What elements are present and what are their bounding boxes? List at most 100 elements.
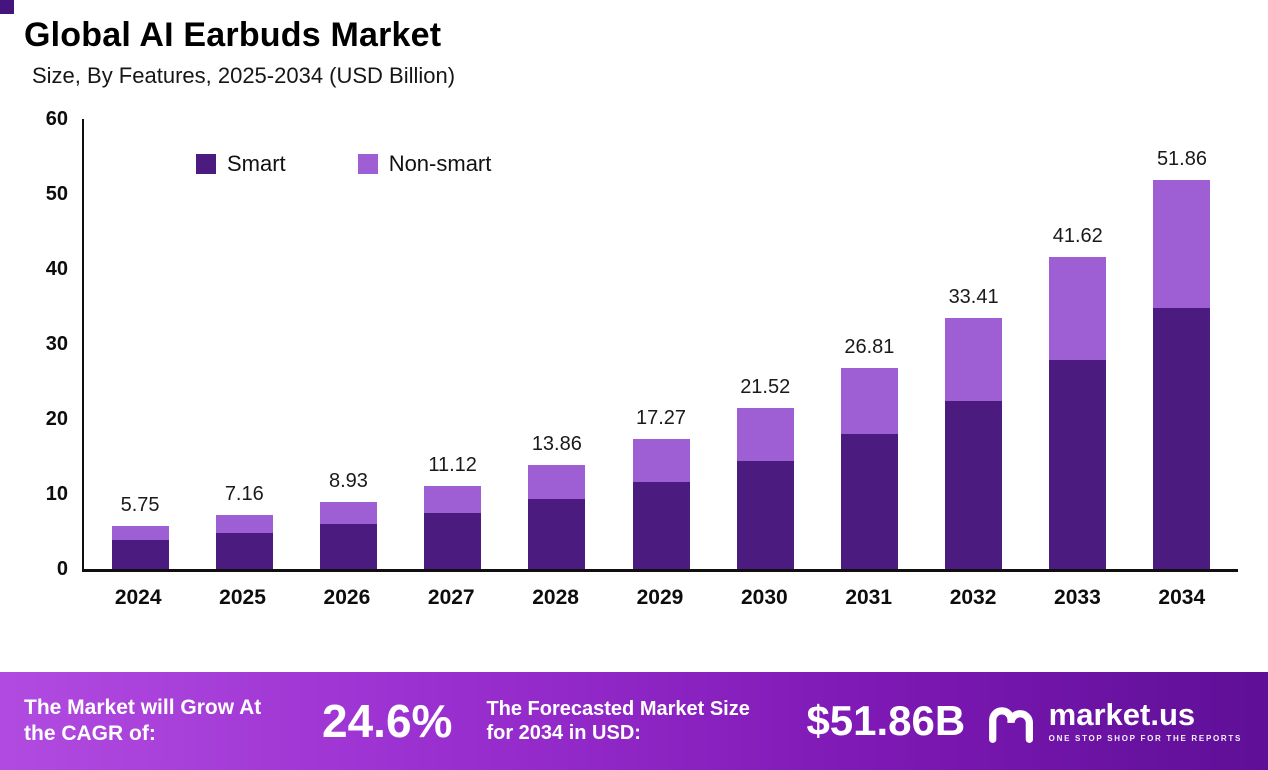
market-us-logo-icon (988, 707, 1033, 743)
bar-segment-nonsmart (424, 485, 482, 514)
legend-item-smart: Smart (196, 151, 286, 177)
y-tick: 10 (45, 483, 68, 505)
bar-segment-smart (840, 434, 898, 569)
bar-segment-smart (945, 401, 1003, 569)
bar-group: 51.86 (1130, 148, 1234, 569)
cagr-label: The Market will Grow At the CAGR of: (24, 696, 262, 745)
bar-segment-nonsmart (840, 367, 898, 435)
bar-stack (840, 367, 898, 569)
legend-label-smart: Smart (227, 151, 286, 176)
bar-stack (215, 515, 273, 569)
bar-total-label: 21.52 (740, 375, 791, 398)
bar-group: 17.27 (609, 407, 713, 569)
bar-segment-nonsmart (632, 439, 690, 483)
x-axis-label: 2030 (740, 586, 788, 609)
bar-stack (528, 465, 586, 569)
y-tick: 40 (45, 258, 68, 280)
chart-area: 0 10 20 30 40 50 60 Smart Non-smart 5.75 7.16 8.… (10, 108, 1238, 580)
bar-segment-smart (1049, 359, 1107, 569)
bar-group: 33.41 (922, 286, 1026, 569)
corner-accent (0, 0, 14, 14)
bar-total-label: 7.16 (224, 483, 264, 506)
x-axis-label: 2027 (427, 586, 475, 609)
bar-segment-nonsmart (1049, 256, 1107, 360)
plot-bars: 5.75 7.16 8.93 11.12 13.86 17.27 21.52 26.81 33.… (84, 119, 1238, 569)
bar-total-label: 13.86 (531, 433, 582, 456)
bar-segment-nonsmart (111, 525, 169, 541)
brand-logo: market.us ONE STOP SHOP FOR THE REPORTS (985, 694, 1242, 748)
y-tick: 0 (56, 558, 68, 580)
bar-total-label: 11.12 (428, 453, 477, 476)
plot: Smart Non-smart 5.75 7.16 8.93 11.12 13.86 17… (82, 119, 1238, 572)
chart-subtitle: Size, By Features, 2025-2034 (USD Billio… (32, 63, 456, 88)
bar-total-label: 26.81 (844, 335, 895, 358)
bar-total-label: 51.86 (1156, 148, 1207, 171)
bar-segment-smart (111, 540, 169, 569)
bar-segment-smart (215, 533, 273, 569)
legend-swatch-smart (196, 154, 216, 174)
x-axis-label: 2026 (323, 586, 371, 609)
y-tick: 30 (45, 333, 68, 355)
x-axis: 2024 2025 2026 2027 2028 2029 2030 2031 2032 2033… (10, 572, 1238, 610)
bar-segment-smart (528, 499, 586, 569)
y-tick: 50 (45, 183, 68, 205)
brand-tagline: ONE STOP SHOP FOR THE REPORTS (1048, 734, 1242, 743)
bar-segment-nonsmart (945, 318, 1003, 402)
bar-segment-nonsmart (528, 465, 586, 500)
brand-text: market.us ONE STOP SHOP FOR THE REPORTS (1049, 699, 1242, 743)
legend-label-nonsmart: Non-smart (388, 151, 492, 176)
bar-stack (632, 439, 690, 569)
bar-group: 5.75 (88, 494, 192, 569)
x-axis-labels: 2024 2025 2026 2027 2028 2029 2030 2031 2032 2033… (82, 572, 1238, 610)
page-title: Global AI Earbuds Market (24, 16, 442, 54)
bar-total-label: 17.27 (636, 407, 687, 430)
bar-group: 26.81 (817, 336, 921, 569)
bar-total-label: 33.41 (948, 286, 999, 309)
x-axis-label: 2031 (845, 586, 893, 609)
bar-stack (736, 407, 794, 569)
bar-segment-smart (632, 482, 690, 569)
bar-stack (1153, 180, 1211, 569)
cagr-value: 24.6% (322, 695, 453, 747)
y-axis: 0 10 20 30 40 50 60 (10, 108, 82, 580)
bar-total-label: 41.62 (1052, 224, 1103, 247)
bar-segment-nonsmart (736, 407, 794, 461)
x-axis-label: 2024 (114, 586, 162, 609)
legend: Smart Non-smart (196, 151, 491, 177)
y-tick: 20 (45, 408, 68, 430)
bar-group: 41.62 (1026, 225, 1130, 569)
brand-name: market.us (1048, 697, 1196, 732)
bar-segment-smart (736, 460, 794, 569)
x-axis-label: 2028 (532, 586, 579, 609)
bar-group: 8.93 (296, 470, 400, 569)
bar-total-label: 5.75 (120, 493, 160, 516)
bar-stack (319, 502, 377, 569)
bar-stack (945, 318, 1003, 569)
bar-segment-nonsmart (1153, 180, 1211, 309)
footer-banner: The Market will Grow At the CAGR of: 24.… (0, 672, 1268, 770)
bar-group: 11.12 (401, 454, 505, 569)
bar-group: 7.16 (192, 483, 296, 569)
x-axis-label: 2025 (219, 586, 266, 609)
bar-segment-nonsmart (319, 502, 377, 525)
forecast-label: The Forecasted Market Size for 2034 in U… (486, 697, 750, 744)
x-axis-label: 2029 (636, 586, 684, 609)
bar-segment-nonsmart (215, 515, 273, 533)
bar-segment-smart (424, 513, 482, 569)
legend-item-nonsmart: Non-smart (357, 151, 492, 177)
bar-segment-smart (1153, 308, 1211, 569)
forecast-value: $51.86B (806, 697, 966, 744)
bar-stack (1049, 256, 1107, 569)
x-axis-label: 2032 (949, 586, 997, 609)
bar-group: 21.52 (713, 376, 817, 569)
bar-group: 13.86 (505, 433, 609, 569)
x-axis-label: 2034 (1158, 586, 1206, 609)
bar-stack (111, 525, 169, 569)
bar-segment-smart (319, 524, 377, 569)
legend-swatch-nonsmart (357, 154, 378, 174)
y-tick: 60 (45, 108, 68, 130)
bar-stack (424, 485, 482, 569)
bar-total-label: 8.93 (329, 470, 368, 493)
x-axis-label: 2033 (1054, 586, 1101, 609)
chart-header: Global AI Earbuds Market Size, By Featur… (0, 0, 1268, 89)
